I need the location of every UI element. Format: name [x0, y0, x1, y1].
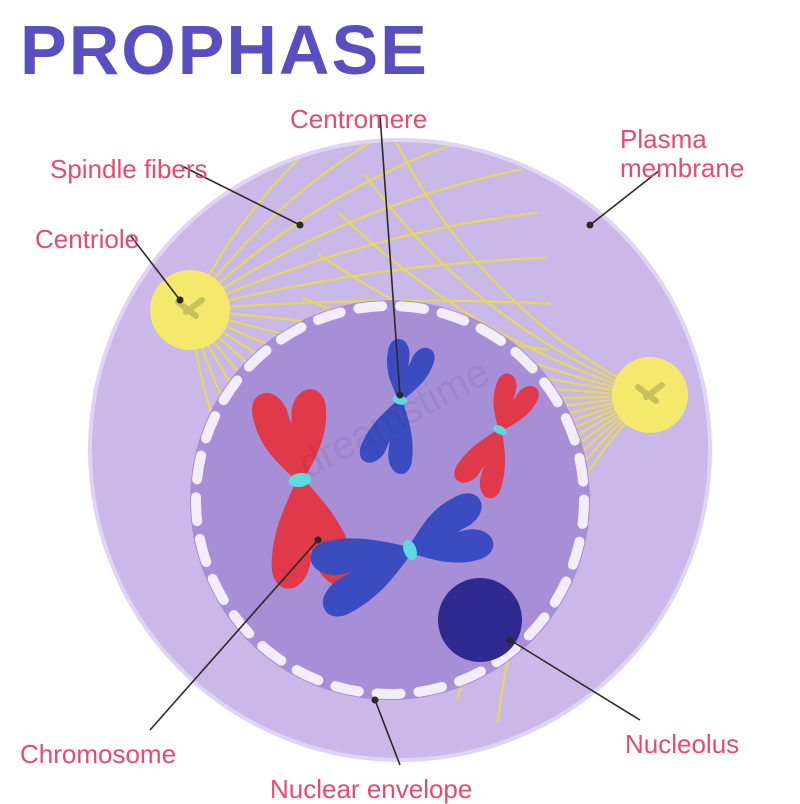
label-chromosome: Chromosome — [20, 740, 176, 769]
label-spindle-fibers: Spindle fibers — [50, 155, 208, 184]
centriole-icon — [150, 270, 230, 350]
label-plasma-membrane: Plasma membrane — [620, 125, 744, 182]
label-centriole: Centriole — [35, 225, 139, 254]
label-nuclear-envelope: Nuclear envelope — [270, 775, 472, 804]
nucleolus-icon — [438, 578, 522, 662]
label-centromere: Centromere — [290, 105, 427, 134]
centriole-icon — [612, 357, 688, 433]
page-title: PROPHASE — [20, 10, 429, 90]
label-nucleolus: Nucleolus — [625, 730, 739, 759]
